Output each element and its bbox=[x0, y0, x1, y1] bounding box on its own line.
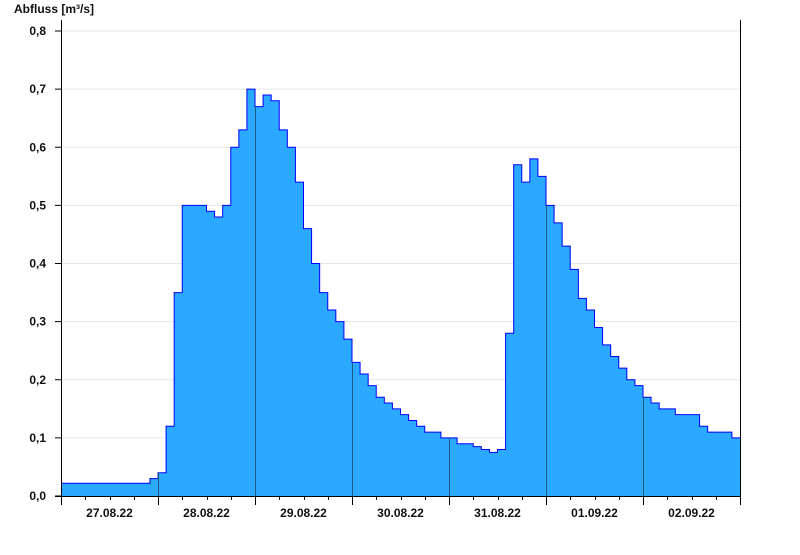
x-tick-label: 29.08.22 bbox=[280, 506, 327, 520]
area-fill bbox=[61, 89, 740, 496]
y-tick-label: 0,4 bbox=[29, 257, 46, 271]
y-tick-label: 0,7 bbox=[29, 82, 46, 96]
x-tick-label: 28.08.22 bbox=[183, 506, 230, 520]
x-ticks: 27.08.22 28.08.22 29.08.22 30.08.22 31.08.22… bbox=[61, 496, 741, 520]
y-tick-label: 0,2 bbox=[29, 373, 46, 387]
day-separators bbox=[158, 106, 644, 496]
axes bbox=[55, 20, 741, 497]
gridlines bbox=[61, 30, 740, 439]
series-area bbox=[61, 88, 740, 496]
y-axis-label: Abfluss [m³/s] bbox=[14, 2, 94, 16]
series-line bbox=[61, 88, 740, 484]
x-tick-label: 27.08.22 bbox=[86, 506, 133, 520]
y-tick-label: 0,1 bbox=[29, 431, 46, 445]
x-tick-label: 30.08.22 bbox=[377, 506, 424, 520]
y-tick-label: 0,3 bbox=[29, 315, 46, 329]
x-tick-label: 01.09.22 bbox=[571, 506, 618, 520]
y-tick-label: 0,5 bbox=[29, 198, 46, 212]
x-tick-label: 02.09.22 bbox=[668, 506, 715, 520]
y-tick-label: 0,0 bbox=[29, 489, 46, 503]
y-tick-label: 0,6 bbox=[29, 140, 46, 154]
x-tick-label: 31.08.22 bbox=[474, 506, 521, 520]
y-ticks: 0,0 0,1 0,2 0,3 0,4 0,5 0,6 0,7 0,8 bbox=[29, 24, 61, 503]
y-tick-label: 0,8 bbox=[29, 24, 46, 38]
